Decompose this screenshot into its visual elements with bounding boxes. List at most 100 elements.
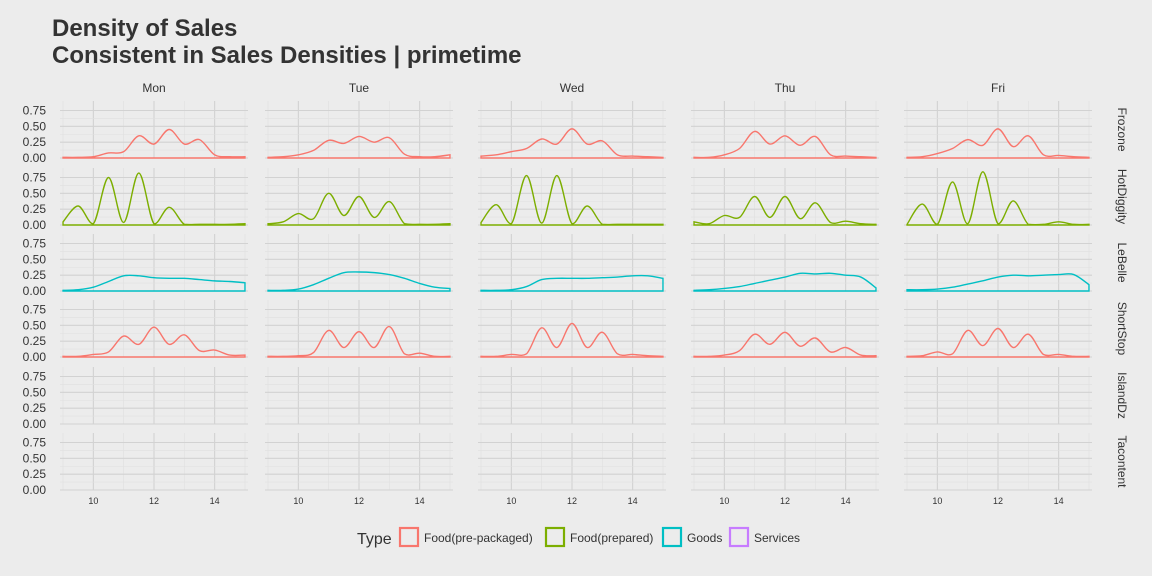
density-curve-shortstop-mon	[62, 326, 246, 358]
legend-key-1	[544, 526, 566, 548]
y-tick-label: 0.50	[23, 451, 47, 465]
y-tick-label: 0.00	[23, 151, 47, 165]
x-tick-label: 14	[628, 496, 638, 506]
y-tick-label: 0.75	[23, 303, 47, 317]
strip-label-shortstop: ShortStop	[1115, 302, 1129, 356]
x-tick-label: 14	[415, 496, 425, 506]
strip-label-frozone: Frozone	[1115, 107, 1129, 151]
density-curve-shortstop-wed	[480, 322, 664, 358]
density-curve-shortstop-fri	[906, 327, 1090, 358]
legend-label: Food(prepared)	[570, 531, 653, 545]
panel-shortstop-tue	[265, 300, 453, 358]
strip-label-thu: Thu	[775, 81, 796, 95]
density-curve-frozone-mon	[62, 128, 246, 159]
x-tick-label: 14	[841, 496, 851, 506]
strip-label-tue: Tue	[349, 81, 370, 95]
y-tick-label: 0.25	[23, 467, 47, 481]
legend-label: Services	[754, 531, 800, 545]
y-tick-label: 0.00	[23, 350, 47, 364]
legend-label: Food(pre-packaged)	[424, 531, 533, 545]
density-curve-hotdiggity-tue	[267, 192, 451, 226]
strip-label-fri: Fri	[991, 81, 1005, 95]
density-curve-shortstop-tue	[267, 325, 451, 358]
x-tick-label: 10	[932, 496, 942, 506]
density-curve-lebelle-mon	[62, 274, 246, 292]
legend-key-0	[398, 526, 420, 548]
panel-lebelle-thu	[691, 234, 879, 292]
panel-lebelle-tue	[265, 234, 453, 292]
strip-label-hotdiggity: HotDiggity	[1115, 169, 1129, 224]
panel-tacontent-mon	[60, 433, 248, 491]
panel-islanddz-wed	[478, 367, 666, 425]
x-tick-label: 14	[1054, 496, 1064, 506]
x-tick-label: 12	[149, 496, 159, 506]
legend: Type Food(pre-packaged) Food(prepared) Good…	[357, 526, 800, 548]
x-tick-label: 10	[719, 496, 729, 506]
panel-frozone-mon	[60, 101, 248, 159]
density-curve-hotdiggity-thu	[693, 195, 877, 226]
x-tick-label: 10	[88, 496, 98, 506]
legend-key-2	[661, 526, 683, 548]
y-tick-label: 0.50	[23, 119, 47, 133]
panel-shortstop-wed	[478, 300, 666, 358]
strip-label-wed: Wed	[560, 81, 584, 95]
panel-frozone-tue	[265, 101, 453, 159]
y-tick-label: 0.25	[23, 334, 47, 348]
legend-key-3	[728, 526, 750, 548]
y-tick-label: 0.25	[23, 135, 47, 149]
x-tick-label: 10	[506, 496, 516, 506]
y-tick-label: 0.25	[23, 202, 47, 216]
panel-shortstop-thu	[691, 300, 879, 358]
density-curve-frozone-wed	[480, 128, 664, 159]
panel-hotdiggity-wed	[478, 168, 666, 226]
chart-title: Density of Sales	[52, 15, 237, 42]
panel-frozone-thu	[691, 101, 879, 159]
x-tick-label: 10	[293, 496, 303, 506]
x-tick-label: 12	[780, 496, 790, 506]
y-tick-label: 0.75	[23, 237, 47, 251]
panel-lebelle-fri	[904, 234, 1092, 292]
panel-hotdiggity-thu	[691, 168, 879, 226]
y-tick-label: 0.75	[23, 171, 47, 185]
strip-label-islanddz: IslandDz	[1115, 372, 1129, 419]
panel-shortstop-fri	[904, 300, 1092, 358]
panel-lebelle-mon	[60, 234, 248, 292]
panel-lebelle-wed	[478, 234, 666, 292]
legend-title: Type	[357, 531, 392, 548]
strip-label-lebelle: LeBelle	[1115, 242, 1129, 282]
x-tick-label: 12	[993, 496, 1003, 506]
panel-islanddz-mon	[60, 367, 248, 425]
y-tick-label: 0.00	[23, 284, 47, 298]
panel-tacontent-wed	[478, 433, 666, 491]
y-tick-label: 0.50	[23, 385, 47, 399]
x-tick-label: 12	[567, 496, 577, 506]
y-tick-label: 0.50	[23, 186, 47, 200]
density-curve-frozone-thu	[693, 130, 877, 159]
y-tick-label: 0.00	[23, 483, 47, 497]
panel-shortstop-mon	[60, 300, 248, 358]
panel-hotdiggity-mon	[60, 168, 248, 226]
panel-tacontent-fri	[904, 433, 1092, 491]
density-curve-hotdiggity-mon	[62, 172, 246, 226]
x-tick-label: 14	[210, 496, 220, 506]
density-curve-lebelle-fri	[906, 273, 1090, 292]
density-curve-lebelle-tue	[267, 271, 451, 292]
panel-islanddz-thu	[691, 367, 879, 425]
y-tick-label: 0.50	[23, 318, 47, 332]
y-tick-label: 0.75	[23, 104, 47, 118]
density-curve-lebelle-thu	[693, 272, 877, 292]
legend-label: Goods	[687, 531, 722, 545]
y-tick-label: 0.00	[23, 417, 47, 431]
y-tick-label: 0.75	[23, 370, 47, 384]
panel-tacontent-tue	[265, 433, 453, 491]
density-curve-hotdiggity-wed	[480, 174, 664, 226]
panel-frozone-wed	[478, 101, 666, 159]
y-tick-label: 0.25	[23, 401, 47, 415]
strip-label-mon: Mon	[142, 81, 165, 95]
density-curve-shortstop-thu	[693, 331, 877, 358]
density-curve-hotdiggity-fri	[906, 171, 1090, 226]
panel-hotdiggity-tue	[265, 168, 453, 226]
y-tick-label: 0.50	[23, 252, 47, 266]
y-tick-label: 0.00	[23, 218, 47, 232]
